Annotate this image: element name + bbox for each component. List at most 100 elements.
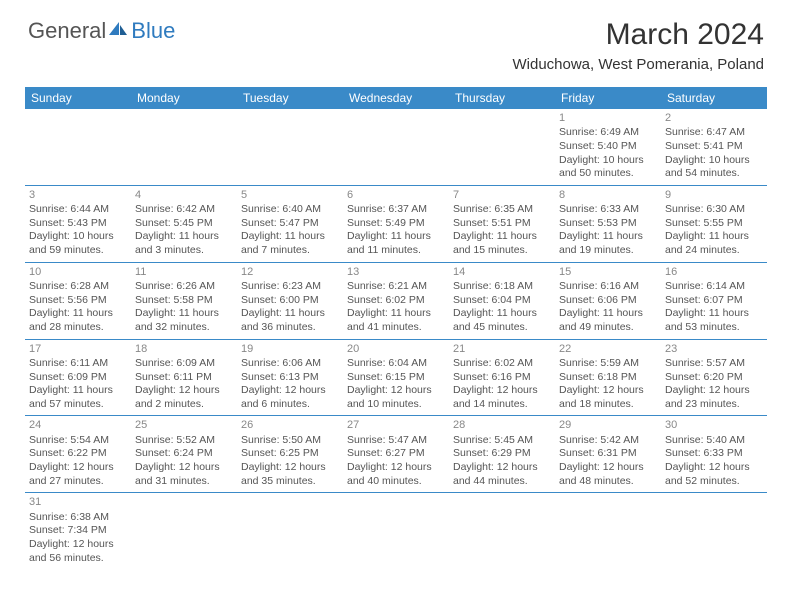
calendar-day-cell: 16Sunrise: 6:14 AMSunset: 6:07 PMDayligh… [661,262,767,339]
day-detail-line: Daylight: 10 hours [559,154,657,168]
day-detail-line: Sunset: 5:43 PM [29,217,127,231]
day-detail-line: Daylight: 11 hours [29,384,127,398]
day-detail-line: Sunset: 6:16 PM [453,371,551,385]
calendar-day-cell: 26Sunrise: 5:50 AMSunset: 6:25 PMDayligh… [237,416,343,493]
calendar-day-cell [343,109,449,185]
calendar-day-cell: 12Sunrise: 6:23 AMSunset: 6:00 PMDayligh… [237,262,343,339]
day-detail-line: Sunrise: 6:35 AM [453,203,551,217]
calendar-day-cell [25,109,131,185]
day-detail-line: Sunrise: 5:47 AM [347,434,445,448]
day-detail-line: and 18 minutes. [559,398,657,412]
day-detail-line: and 56 minutes. [29,552,127,566]
calendar-day-cell [131,109,237,185]
title-block: March 2024 Widuchowa, West Pomerania, Po… [512,18,764,73]
day-detail-line: Sunset: 5:47 PM [241,217,339,231]
day-detail-line: and 31 minutes. [135,475,233,489]
calendar-week-row: 3Sunrise: 6:44 AMSunset: 5:43 PM Daylight… [25,185,767,262]
day-detail-line: Sunset: 6:20 PM [665,371,763,385]
day-detail-line: and 14 minutes. [453,398,551,412]
day-detail-line: Sunrise: 6:26 AM [135,280,233,294]
calendar-day-cell: 3Sunrise: 6:44 AMSunset: 5:43 PMDaylight… [25,185,131,262]
day-detail-line: and 53 minutes. [665,321,763,335]
logo: General Blue [28,18,175,44]
day-detail-line: Sunrise: 5:42 AM [559,434,657,448]
weekday-header: Monday [131,87,237,109]
day-detail-line: Sunset: 6:00 PM [241,294,339,308]
day-number: 12 [241,265,339,279]
day-detail-line: Sunrise: 5:40 AM [665,434,763,448]
day-detail-line: Sunrise: 6:09 AM [135,357,233,371]
day-detail-line: Sunset: 6:27 PM [347,447,445,461]
calendar-day-cell [343,493,449,569]
day-number: 11 [135,265,233,279]
day-detail-line: Daylight: 12 hours [559,384,657,398]
day-number: 14 [453,265,551,279]
day-detail-line: Daylight: 11 hours [347,230,445,244]
day-number: 9 [665,188,763,202]
day-number: 13 [347,265,445,279]
day-detail-line: and 6 minutes. [241,398,339,412]
day-detail-line: and 36 minutes. [241,321,339,335]
day-detail-line: and 49 minutes. [559,321,657,335]
calendar-day-cell: 9Sunrise: 6:30 AMSunset: 5:55 PMDaylight… [661,185,767,262]
day-detail-line: Sunset: 6:24 PM [135,447,233,461]
calendar-day-cell: 17Sunrise: 6:11 AMSunset: 6:09 PMDayligh… [25,339,131,416]
calendar-day-cell: 13Sunrise: 6:21 AMSunset: 6:02 PMDayligh… [343,262,449,339]
calendar-day-cell: 22Sunrise: 5:59 AMSunset: 6:18 PMDayligh… [555,339,661,416]
day-number: 18 [135,342,233,356]
day-detail-line: Sunrise: 6:40 AM [241,203,339,217]
day-number: 17 [29,342,127,356]
day-number: 26 [241,418,339,432]
day-number: 5 [241,188,339,202]
calendar-day-cell: 27Sunrise: 5:47 AMSunset: 6:27 PMDayligh… [343,416,449,493]
calendar-week-row: 10Sunrise: 6:28 AMSunset: 5:56 PMDayligh… [25,262,767,339]
day-detail-line: Sunset: 5:51 PM [453,217,551,231]
day-number: 24 [29,418,127,432]
calendar-day-cell: 24Sunrise: 5:54 AMSunset: 6:22 PMDayligh… [25,416,131,493]
day-detail-line: Sunrise: 5:50 AM [241,434,339,448]
day-number: 20 [347,342,445,356]
calendar-day-cell: 7Sunrise: 6:35 AMSunset: 5:51 PMDaylight… [449,185,555,262]
day-detail-line: Sunrise: 6:23 AM [241,280,339,294]
day-number: 19 [241,342,339,356]
day-detail-line: and 35 minutes. [241,475,339,489]
day-detail-line: Daylight: 12 hours [665,384,763,398]
calendar-day-cell: 20Sunrise: 6:04 AMSunset: 6:15 PMDayligh… [343,339,449,416]
calendar-day-cell: 25Sunrise: 5:52 AMSunset: 6:24 PMDayligh… [131,416,237,493]
day-detail-line: Sunset: 6:02 PM [347,294,445,308]
day-detail-line: and 19 minutes. [559,244,657,258]
day-detail-line: Sunrise: 6:14 AM [665,280,763,294]
day-detail-line: Daylight: 11 hours [347,307,445,321]
day-detail-line: Sunrise: 6:47 AM [665,126,763,140]
day-detail-line: Sunset: 6:11 PM [135,371,233,385]
day-detail-line: and 57 minutes. [29,398,127,412]
calendar-day-cell: 1Sunrise: 6:49 AMSunset: 5:40 PMDaylight… [555,109,661,185]
day-number: 3 [29,188,127,202]
weekday-header: Wednesday [343,87,449,109]
day-detail-line: and 50 minutes. [559,167,657,181]
day-detail-line: Sunrise: 6:33 AM [559,203,657,217]
day-number: 30 [665,418,763,432]
day-detail-line: and 45 minutes. [453,321,551,335]
day-detail-line: Daylight: 11 hours [665,307,763,321]
day-detail-line: Sunrise: 6:30 AM [665,203,763,217]
day-detail-line: Sunset: 7:34 PM [29,524,127,538]
day-detail-line: Sunrise: 6:44 AM [29,203,127,217]
day-detail-line: and 40 minutes. [347,475,445,489]
day-detail-line: and 2 minutes. [135,398,233,412]
day-detail-line: Daylight: 11 hours [135,230,233,244]
page-header: General Blue March 2024 Widuchowa, West … [0,0,792,81]
day-number: 22 [559,342,657,356]
day-number: 1 [559,111,657,125]
weekday-header: Tuesday [237,87,343,109]
day-detail-line: Daylight: 11 hours [241,230,339,244]
day-detail-line: Sunrise: 5:45 AM [453,434,551,448]
day-number: 31 [29,495,127,509]
day-detail-line: Sunset: 6:06 PM [559,294,657,308]
calendar-day-cell [449,493,555,569]
day-detail-line: Daylight: 12 hours [559,461,657,475]
calendar-day-cell [131,493,237,569]
calendar-day-cell: 6Sunrise: 6:37 AMSunset: 5:49 PMDaylight… [343,185,449,262]
day-detail-line: Daylight: 11 hours [29,307,127,321]
weekday-header: Saturday [661,87,767,109]
